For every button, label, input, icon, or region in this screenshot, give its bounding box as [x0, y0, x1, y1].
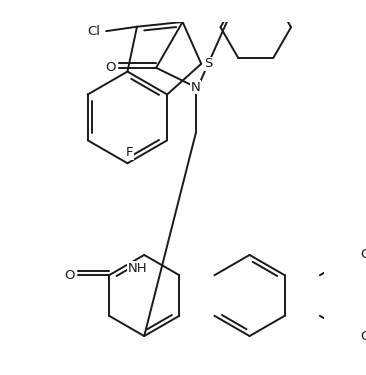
Text: Cl: Cl [87, 25, 100, 38]
Text: N: N [191, 81, 201, 94]
Text: S: S [204, 57, 213, 70]
Text: F: F [126, 146, 133, 159]
Text: NH: NH [127, 262, 147, 274]
Text: O: O [360, 249, 366, 261]
Text: O: O [105, 61, 116, 74]
Text: O: O [360, 330, 366, 342]
Text: O: O [64, 269, 75, 282]
